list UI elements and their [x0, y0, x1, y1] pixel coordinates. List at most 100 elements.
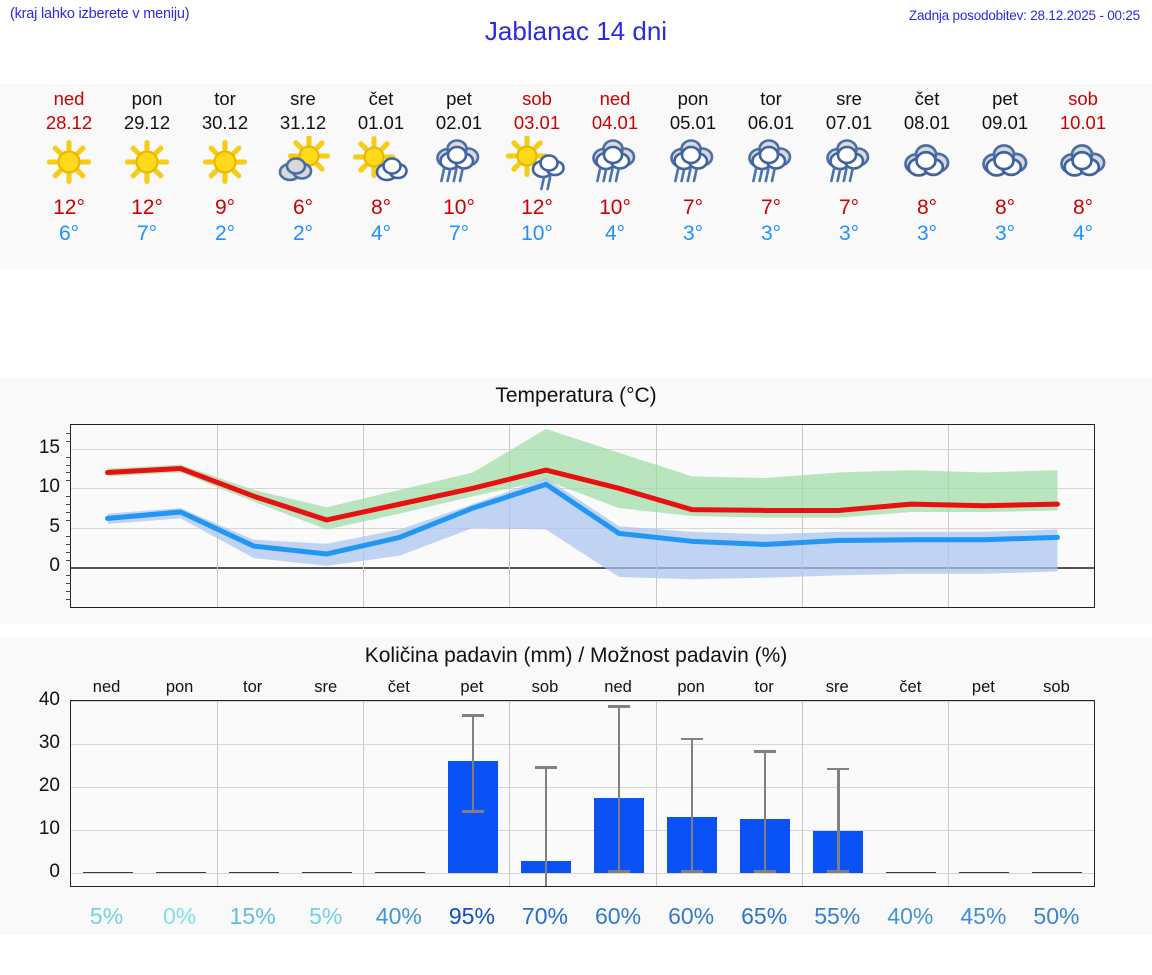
temperature-axis-minor-tick — [66, 583, 71, 585]
precipitation-gridline-vertical — [801, 701, 803, 886]
precipitation-error-bar-cap-bottom — [461, 810, 484, 813]
precipitation-bar[interactable] — [1032, 871, 1083, 874]
forecast-day-column[interactable]: pon 29.12 12° 7° — [108, 84, 186, 269]
max-temperature-label: 7° — [760, 196, 782, 219]
min-temperature-label: 10° — [521, 222, 553, 245]
precipitation-bar[interactable] — [228, 871, 279, 874]
weather-icon-cloudy — [966, 136, 1044, 194]
page-title: Jablanac 14 dni — [484, 16, 668, 46]
temperature-gridline — [71, 567, 1094, 569]
last-updated-text: Zadnja posodobitev: 28.12.2025 - 00:25 — [908, 8, 1140, 23]
precipitation-day-label: tor — [243, 678, 263, 696]
day-date-label: 05.01 — [669, 112, 717, 133]
day-date-label: 06.01 — [747, 112, 795, 133]
temperature-axis-minor-tick — [66, 464, 71, 466]
weather-icon-sun-graycloud — [264, 136, 342, 194]
day-date-label: 31.12 — [279, 112, 327, 133]
max-temperature-label: 8° — [916, 196, 938, 219]
precipitation-day-label: pon — [677, 678, 705, 696]
precipitation-error-bar-cap-top — [681, 737, 704, 741]
forecast-day-column[interactable]: sre 07.01 7° 3° — [810, 84, 888, 269]
precipitation-bar[interactable] — [82, 871, 133, 874]
day-date-label: 07.01 — [825, 112, 873, 133]
forecast-day-column[interactable]: pet 02.01 10° 7° — [420, 84, 498, 269]
max-temperature-label: 10° — [599, 196, 631, 219]
max-temperature-label: 6° — [292, 196, 314, 219]
min-temperature-label: 2° — [214, 222, 236, 245]
temperature-axis-minor-tick — [66, 575, 71, 577]
precipitation-probability-label: 60% — [595, 903, 642, 929]
weather-icon-sunny — [30, 136, 108, 194]
precipitation-day-label: pon — [165, 678, 194, 696]
precipitation-error-bar-cap-top — [754, 750, 777, 754]
precipitation-bar[interactable] — [374, 871, 425, 874]
precipitation-y-tick-label: 10 — [38, 818, 60, 840]
precipitation-day-label: sre — [314, 678, 338, 696]
temperature-axis-minor-tick — [66, 519, 71, 521]
weather-icon-rain — [732, 136, 810, 194]
day-of-week-label: pon — [677, 88, 709, 109]
precipitation-bar[interactable] — [959, 871, 1010, 874]
forecast-day-column[interactable]: tor 30.12 9° 2° — [186, 84, 264, 269]
temperature-axis-minor-tick — [66, 504, 71, 506]
weather-icon-sunny — [186, 136, 264, 194]
temperature-range-band — [107, 478, 1058, 580]
weather-icon-sun-cloud-rain — [498, 136, 576, 194]
temperature-series-group — [105, 428, 1060, 580]
day-of-week-label: sob — [1068, 88, 1098, 109]
day-date-label: 09.01 — [981, 112, 1029, 133]
forecast-day-column[interactable]: sob 10.01 8° 4° — [1044, 84, 1122, 269]
precipitation-day-label: pet — [460, 678, 484, 696]
precipitation-probability-label: 95% — [448, 903, 495, 929]
temperature-y-tick-label: 0 — [49, 555, 60, 577]
precipitation-error-bar-cap-top — [461, 713, 484, 717]
max-temperature-label: 8° — [994, 196, 1016, 219]
min-temperature-label: 4° — [604, 222, 626, 245]
precipitation-error-bar-line — [690, 737, 694, 874]
forecast-day-column[interactable]: tor 06.01 7° 3° — [732, 84, 810, 269]
min-temperature-label: 6° — [58, 222, 80, 245]
precipitation-gridline-vertical — [655, 701, 657, 886]
forecast-day-column[interactable]: ned 04.01 10° 4° — [576, 84, 654, 269]
weather-icon-cloudy — [888, 136, 966, 194]
precipitation-plot-area — [70, 700, 1095, 887]
forecast-day-column[interactable]: sob 03.01 12° 10° — [498, 84, 576, 269]
day-of-week-label: tor — [214, 88, 236, 109]
precipitation-bar[interactable] — [886, 871, 937, 874]
precipitation-error-bar-line — [836, 767, 840, 874]
precipitation-day-label: tor — [754, 678, 774, 696]
precipitation-gridline-vertical — [947, 701, 949, 886]
weather-icon-rain — [576, 136, 654, 194]
weather-icon-cloudy — [1044, 136, 1122, 194]
precipitation-day-label: čet — [387, 678, 410, 696]
temperature-axis-minor-tick — [66, 496, 71, 498]
precipitation-gridline — [71, 701, 1094, 702]
precipitation-error-bar-line — [763, 750, 767, 874]
precipitation-probability-label: 5% — [309, 903, 343, 929]
temperature-axis-minor-tick — [66, 535, 71, 537]
day-of-week-label: čet — [368, 88, 394, 109]
precipitation-bar[interactable] — [301, 871, 352, 874]
precipitation-y-tick-label: 30 — [38, 732, 60, 754]
precipitation-probability-label: 60% — [668, 903, 715, 929]
temperature-axis-minor-tick — [66, 591, 71, 593]
precipitation-gridline-vertical — [363, 701, 365, 886]
precipitation-probability-label: 50% — [1033, 903, 1080, 929]
weather-icon-rain — [420, 136, 498, 194]
forecast-day-column[interactable]: čet 01.01 8° 4° — [342, 84, 420, 269]
forecast-day-column[interactable]: sre 31.12 6° 2° — [264, 84, 342, 269]
forecast-day-column[interactable]: pet 09.01 8° 3° — [966, 84, 1044, 269]
precipitation-day-label: čet — [899, 678, 922, 696]
precipitation-error-bar-cap-bottom — [827, 870, 850, 874]
max-temperature-label: 7° — [682, 196, 704, 219]
precipitation-probability-label: 15% — [229, 903, 276, 929]
precipitation-gridline — [71, 787, 1094, 789]
forecast-day-column[interactable]: čet 08.01 8° 3° — [888, 84, 966, 269]
forecast-day-column[interactable]: ned 28.12 12° 6° — [30, 84, 108, 269]
weather-icon-rain — [654, 136, 732, 194]
precipitation-gridline-vertical — [217, 701, 219, 886]
precipitation-bar[interactable] — [155, 871, 206, 874]
day-of-week-label: ned — [53, 88, 85, 109]
max-temperature-label: 10° — [443, 196, 475, 219]
forecast-day-column[interactable]: pon 05.01 7° 3° — [654, 84, 732, 269]
